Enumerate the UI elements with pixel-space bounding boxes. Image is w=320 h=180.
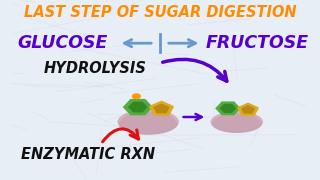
Text: ENZYMATIC RXN: ENZYMATIC RXN xyxy=(21,147,155,162)
Text: FRUCTOSE: FRUCTOSE xyxy=(206,34,309,52)
Text: HYDROLYSIS: HYDROLYSIS xyxy=(44,61,147,76)
Text: LAST STEP OF SUGAR DIGESTION: LAST STEP OF SUGAR DIGESTION xyxy=(24,5,296,20)
Text: GLUCOSE: GLUCOSE xyxy=(17,34,108,52)
Ellipse shape xyxy=(119,111,178,134)
Ellipse shape xyxy=(212,112,262,132)
Circle shape xyxy=(132,94,140,99)
